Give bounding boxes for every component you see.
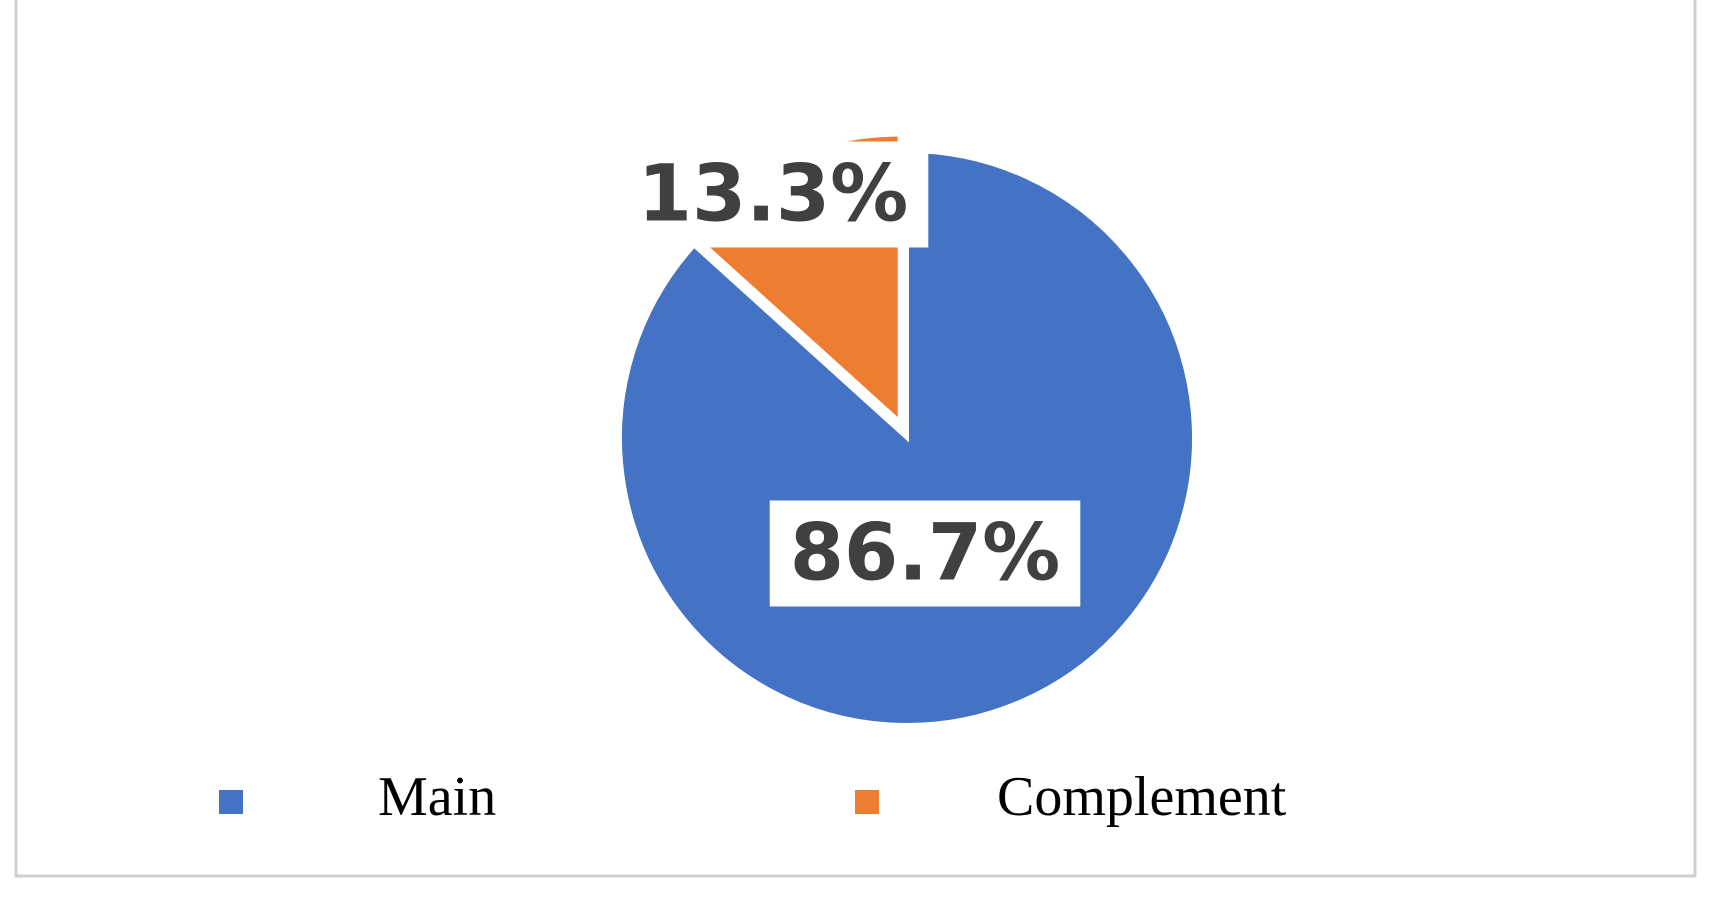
data-label: 13.3% — [638, 149, 909, 239]
legend-swatch — [855, 790, 879, 814]
legend-label: Main — [378, 766, 496, 828]
legend-label: Complement — [997, 766, 1287, 828]
data-label: 86.7% — [790, 508, 1061, 598]
data-label-box — [769, 500, 1081, 607]
data-label-box — [617, 141, 929, 248]
legend-swatch — [219, 790, 243, 814]
chart-frame — [14, 0, 1697, 878]
